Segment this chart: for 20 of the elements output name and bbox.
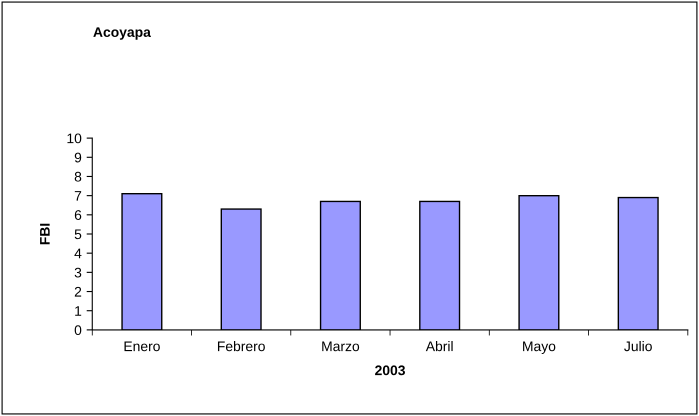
x-tick-label: Marzo: [322, 342, 360, 352]
y-tick-label: 10: [67, 133, 82, 144]
y-tick-label: 4: [74, 248, 82, 258]
x-axis-title: 2003: [375, 365, 405, 376]
y-tick-label: 5: [74, 229, 82, 240]
chart-title: Acoyapa: [93, 27, 151, 40]
y-tick-label: 1: [75, 306, 82, 316]
x-tick-label: Julio: [624, 341, 652, 352]
y-tick-label: 7: [74, 191, 82, 201]
y-tick-label: 3: [74, 268, 82, 278]
x-tick-label: Febrero: [218, 341, 265, 352]
y-tick-label: 9: [74, 152, 82, 162]
y-tick-label: 0: [74, 325, 82, 336]
y-tick-label: 2: [74, 286, 82, 297]
y-axis-title: FBI: [40, 224, 50, 244]
y-tick-label: 6: [74, 210, 82, 220]
x-tick-label: Mayo: [523, 342, 556, 354]
x-tick-label: Enero: [124, 342, 160, 352]
y-tick-label: 8: [74, 172, 82, 182]
x-tick-label: Abril: [426, 341, 453, 352]
